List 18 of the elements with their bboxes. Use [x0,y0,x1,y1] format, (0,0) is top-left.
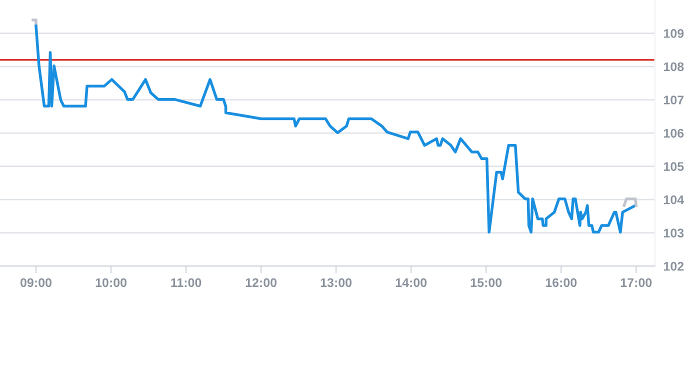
x-tick-label: 11:00 [171,278,202,288]
y-tick-label: 108 [664,62,684,72]
x-tick-label: 17:00 [620,278,652,288]
y-tick-label: 105 [664,162,684,171]
x-tick-label: 10:00 [96,278,126,288]
x-tick-label: 12:00 [246,278,277,288]
x-tick-label: 16:00 [546,278,577,288]
y-tick-label: 102 [664,262,684,271]
y-tick-label: 107 [664,96,684,104]
y-tick-label: 104 [664,195,684,204]
y-tick-label: 109 [664,29,684,38]
x-tick-label: 09:00 [20,278,52,288]
x-tick-label: 13:00 [320,278,352,288]
line-series [34,24,637,234]
y-tick-label: 103 [664,228,684,238]
x-tick-label: 14:00 [396,278,427,288]
y-tick-label: 106 [664,128,684,138]
x-tick-label: 15:00 [470,278,502,288]
